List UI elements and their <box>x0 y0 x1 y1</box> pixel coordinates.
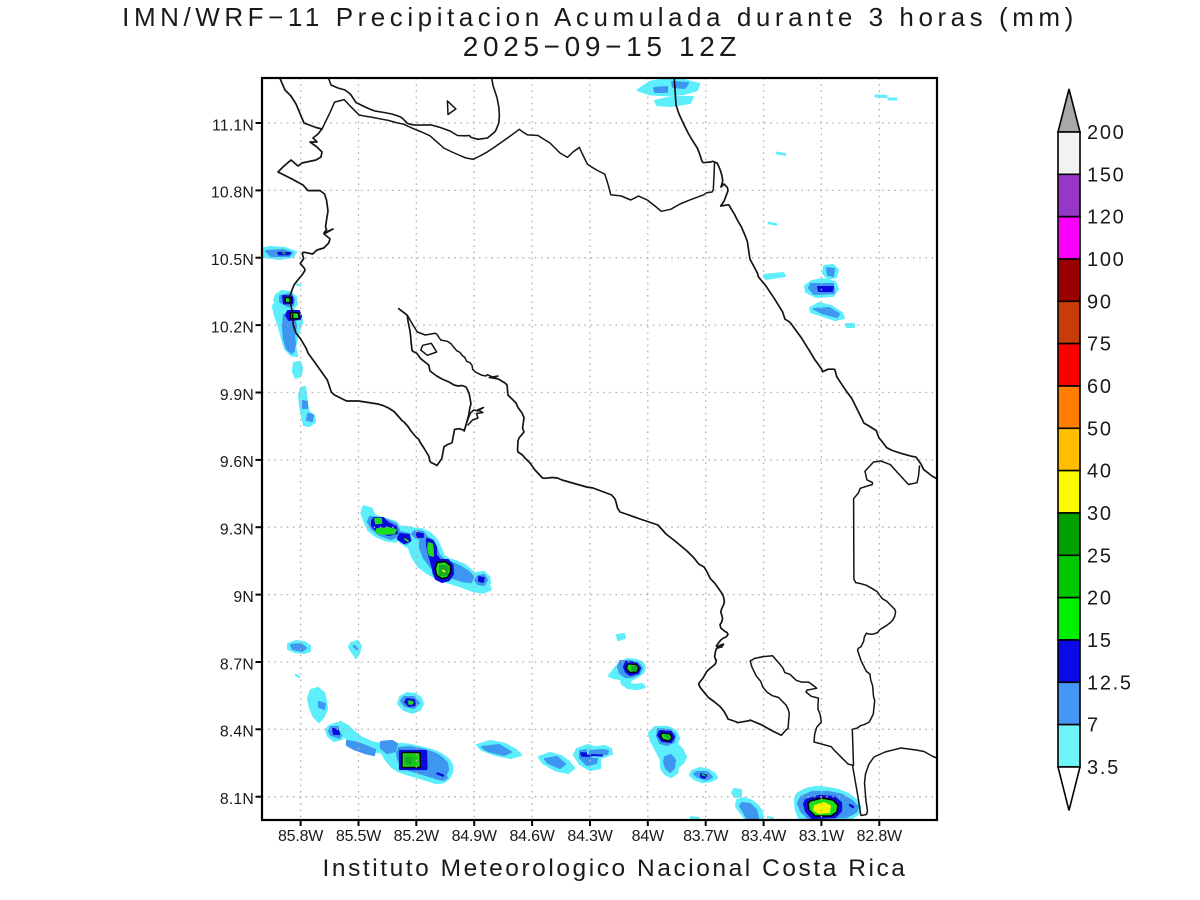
svg-text:150: 150 <box>1087 164 1125 186</box>
svg-text:100: 100 <box>1087 249 1125 271</box>
svg-text:11.1N: 11.1N <box>212 117 254 134</box>
svg-text:40: 40 <box>1087 461 1113 483</box>
svg-text:8.1N: 8.1N <box>220 791 254 808</box>
svg-text:8.7N: 8.7N <box>220 656 254 673</box>
svg-text:3.5: 3.5 <box>1087 757 1120 779</box>
svg-text:7: 7 <box>1087 715 1100 737</box>
svg-text:75: 75 <box>1087 334 1113 356</box>
svg-text:10.5N: 10.5N <box>211 252 254 269</box>
svg-text:82.8W: 82.8W <box>857 828 903 845</box>
svg-text:90: 90 <box>1087 291 1113 313</box>
svg-text:20: 20 <box>1087 588 1113 610</box>
svg-text:50: 50 <box>1087 418 1113 440</box>
svg-text:84.6W: 84.6W <box>509 828 555 845</box>
svg-text:200: 200 <box>1087 122 1125 144</box>
svg-text:85.5W: 85.5W <box>336 828 382 845</box>
svg-text:9.9N: 9.9N <box>220 387 254 404</box>
svg-text:25: 25 <box>1087 545 1113 567</box>
svg-text:84.9W: 84.9W <box>452 828 498 845</box>
svg-text:85.2W: 85.2W <box>394 828 440 845</box>
svg-text:9N: 9N <box>233 589 254 606</box>
svg-text:84.3W: 84.3W <box>567 828 613 845</box>
svg-text:83.1W: 83.1W <box>799 828 845 845</box>
svg-text:10.2N: 10.2N <box>211 319 254 336</box>
svg-text:15: 15 <box>1087 630 1113 652</box>
svg-text:85.8W: 85.8W <box>278 828 324 845</box>
svg-text:83.7W: 83.7W <box>683 828 729 845</box>
svg-text:84W: 84W <box>632 828 665 845</box>
svg-text:30: 30 <box>1087 503 1113 525</box>
svg-text:83.4W: 83.4W <box>741 828 787 845</box>
svg-text:9.3N: 9.3N <box>220 522 254 539</box>
svg-text:10.8N: 10.8N <box>211 185 254 202</box>
svg-text:120: 120 <box>1087 207 1125 229</box>
svg-text:60: 60 <box>1087 376 1113 398</box>
svg-text:12.5: 12.5 <box>1087 672 1133 694</box>
svg-text:9.6N: 9.6N <box>220 454 254 471</box>
svg-text:8.4N: 8.4N <box>220 724 254 741</box>
